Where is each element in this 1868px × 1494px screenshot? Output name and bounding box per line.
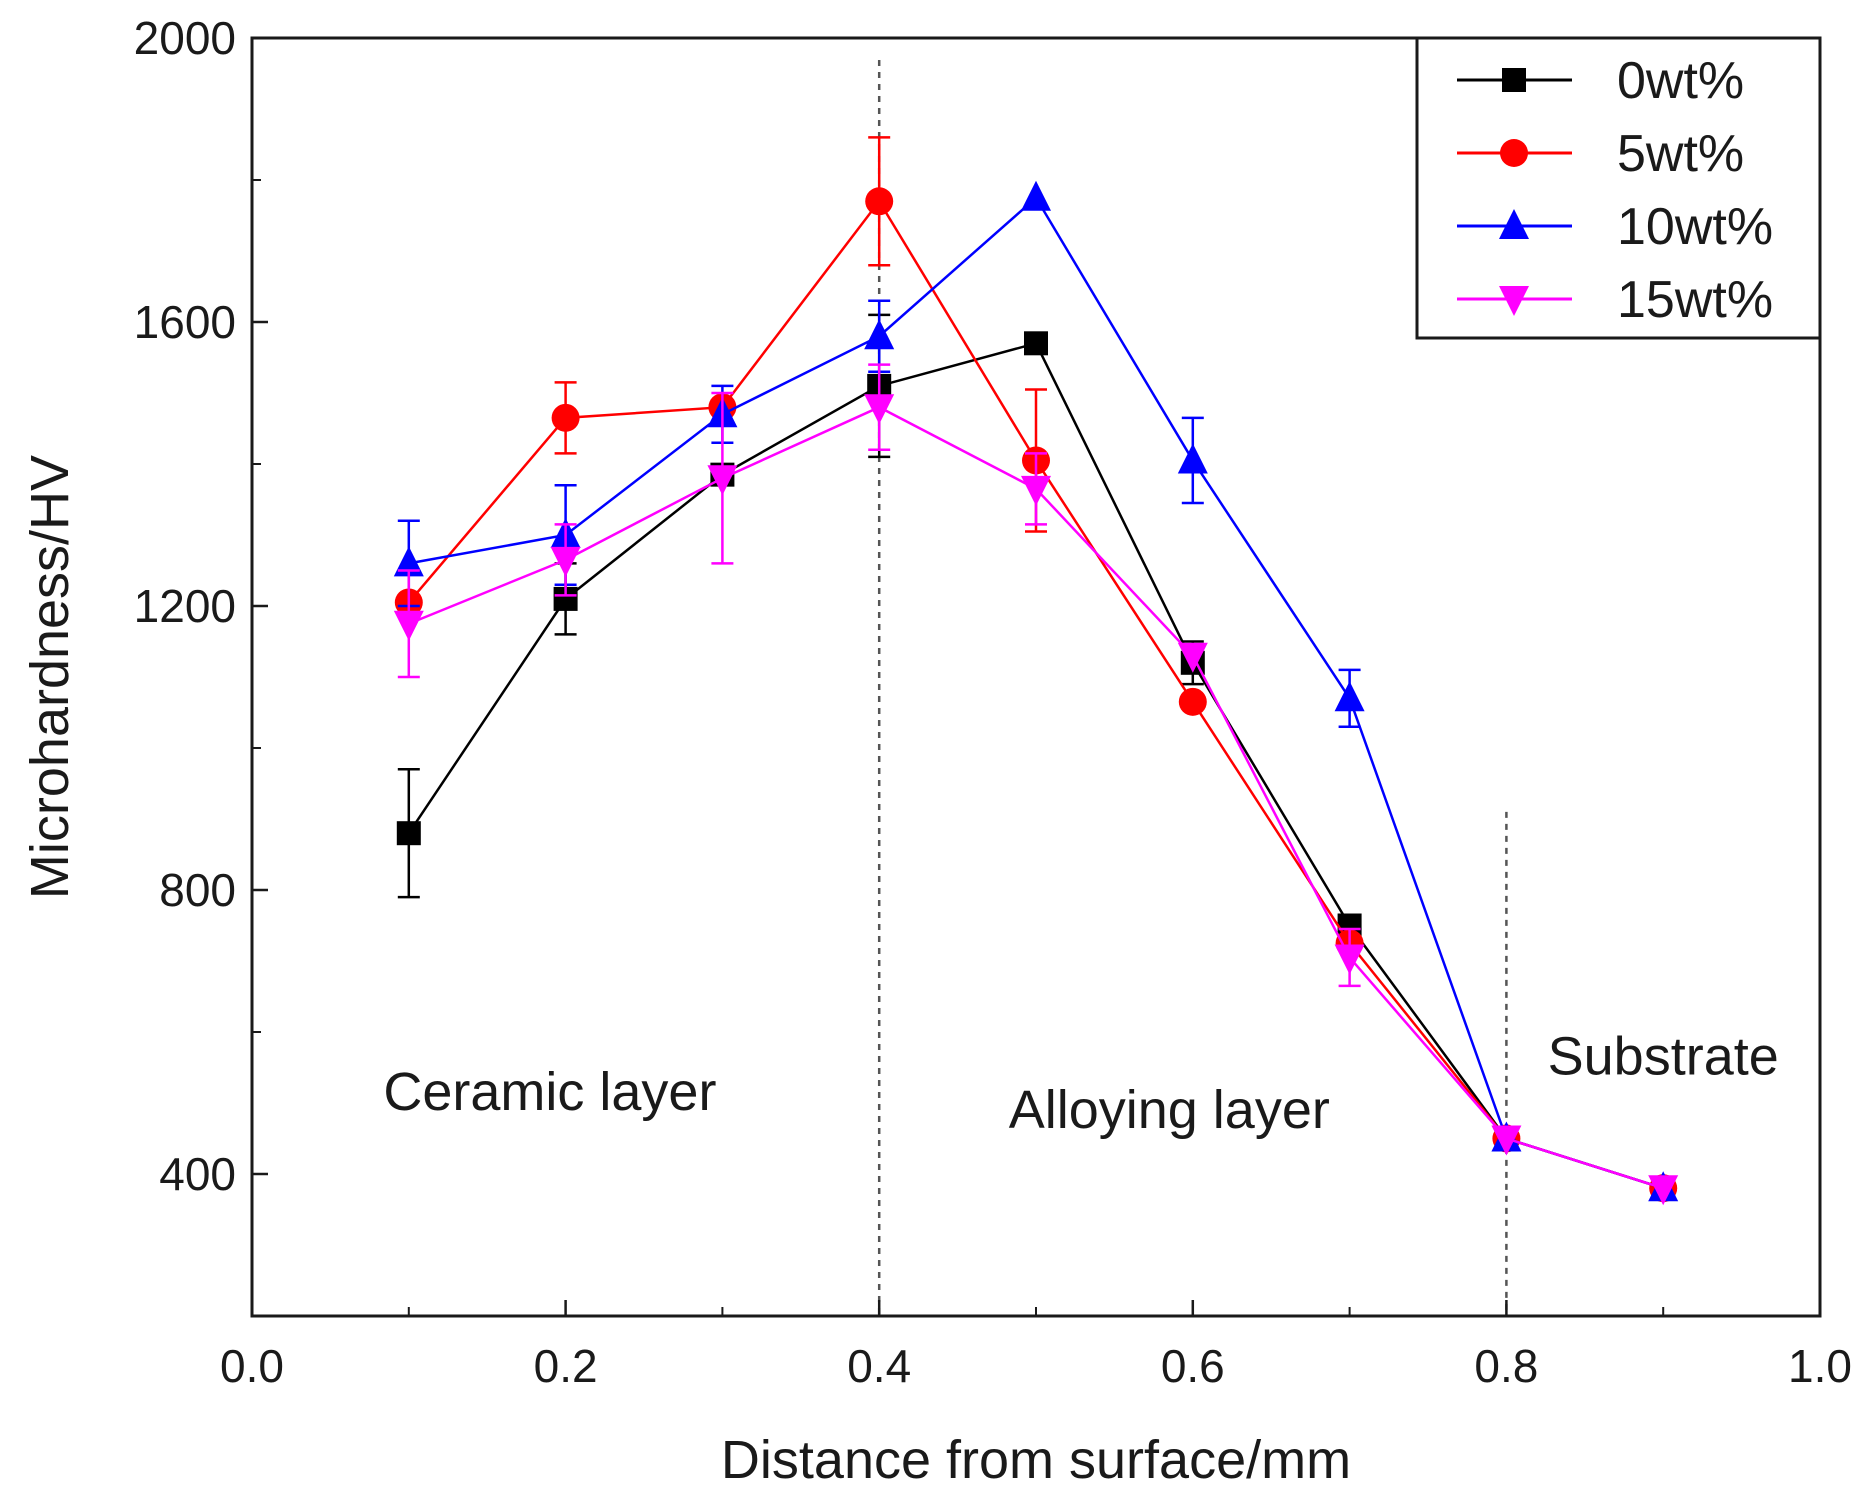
- region-label-1: Ceramic layer: [383, 1062, 716, 1122]
- legend-entry-2: 5wt%: [1457, 125, 1744, 183]
- data-point: [393, 546, 424, 577]
- plot-area: [393, 60, 1679, 1316]
- legend-marker: [1502, 68, 1526, 92]
- data-point: [1177, 642, 1208, 673]
- data-point: [1021, 475, 1051, 506]
- legend-marker: [1499, 286, 1529, 316]
- y-axis-title: Microhardness/HV: [20, 455, 80, 899]
- series-15wtpct: [393, 363, 1679, 1206]
- legend-entry-4: 15wt%: [1457, 271, 1773, 329]
- y-tick-label: 2000: [134, 12, 236, 64]
- data-point: [550, 546, 581, 577]
- legend-entry-1: 0wt%: [1457, 52, 1744, 110]
- legend-entry-3: 10wt%: [1457, 198, 1773, 256]
- y-tick-label: 1600: [134, 296, 236, 348]
- data-point: [1177, 443, 1208, 474]
- data-point: [1334, 681, 1365, 712]
- data-point: [393, 610, 424, 641]
- axes: 0.0 0.2 0.4 0.6 0.8 1.0 400 800 1200 1600 2000: [134, 12, 1852, 1392]
- region-label-2: Alloying layer: [1009, 1080, 1330, 1140]
- y-tick-label: 1200: [134, 580, 236, 632]
- y-tick-label: 400: [159, 1148, 236, 1200]
- legend-box: [1415, 36, 1822, 340]
- data-point: [1334, 944, 1365, 975]
- legend-label: 0wt%: [1617, 52, 1744, 110]
- data-point: [865, 187, 894, 216]
- legend-label: 5wt%: [1617, 125, 1744, 183]
- x-tick-label: 0.0: [220, 1340, 284, 1392]
- legend-marker: [1500, 139, 1528, 167]
- data-point: [1178, 687, 1207, 716]
- region-label-3: Substrate: [1548, 1027, 1779, 1087]
- x-tick-label: 0.2: [534, 1340, 598, 1392]
- x-tick-label: 0.6: [1161, 1340, 1225, 1392]
- legend: 0wt% 5wt% 10wt% 15wt%: [1415, 36, 1822, 340]
- data-point: [1648, 1175, 1679, 1206]
- data-point: [1021, 180, 1051, 211]
- data-point: [864, 394, 895, 425]
- legend-label: 10wt%: [1617, 198, 1773, 256]
- legend-label: 15wt%: [1617, 271, 1773, 329]
- data-point: [1491, 1125, 1522, 1156]
- data-point: [864, 319, 895, 350]
- data-point: [707, 465, 738, 496]
- y-tick-label: 800: [159, 864, 236, 916]
- data-point: [396, 821, 421, 846]
- x-axis-title: Distance from surface/mm: [721, 1430, 1351, 1490]
- x-tick-label: 0.4: [847, 1340, 911, 1392]
- data-point: [1024, 331, 1048, 356]
- legend-marker: [1499, 209, 1529, 239]
- x-tick-label: 0.8: [1474, 1340, 1538, 1392]
- x-tick-label: 1.0: [1788, 1340, 1852, 1392]
- chart-labels: Distance from surface/mm Microhardness/HV…: [20, 455, 1779, 1490]
- data-point: [551, 403, 580, 432]
